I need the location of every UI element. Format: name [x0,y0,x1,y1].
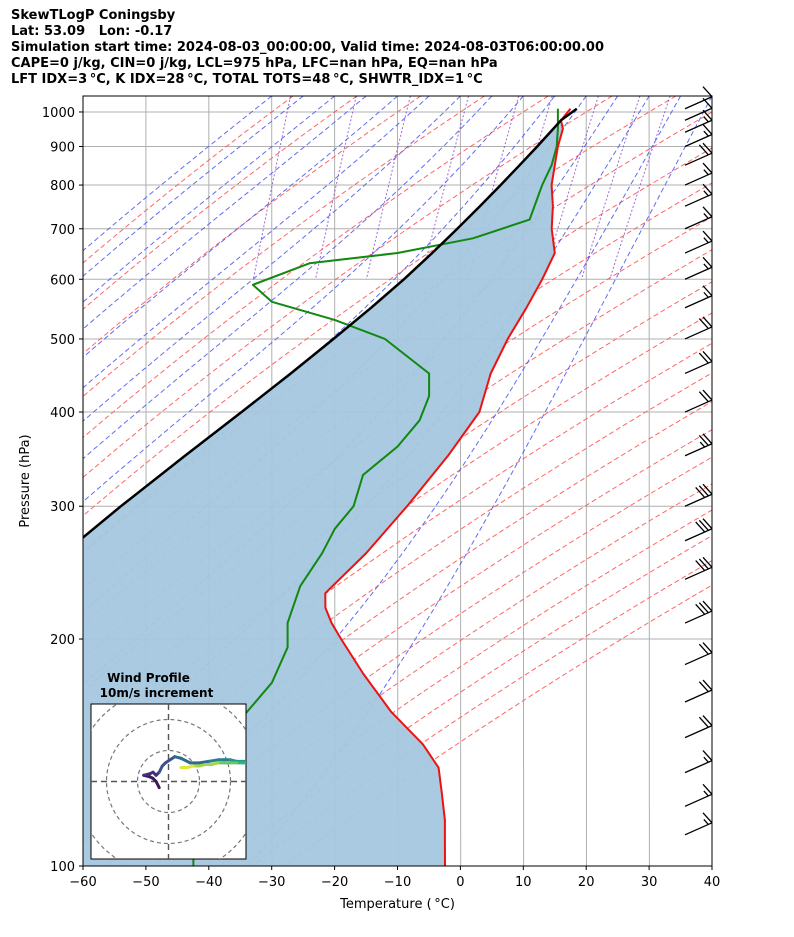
y-tick-label: 100 [50,860,75,875]
y-tick-label: 500 [50,333,75,348]
y-tick-label: 600 [50,273,75,288]
y-tick-label: 300 [50,500,75,515]
mixing-ratio-line [581,96,641,280]
cin-cape-shading [83,120,563,866]
y-axis-label: Pressure (hPa) [18,434,33,527]
y-tick-label: 800 [50,179,75,194]
y-tick-label: 200 [50,633,75,648]
moist-adiabat [83,96,493,460]
x-tick-label: −50 [132,875,159,890]
mixing-ratio-line [467,96,520,280]
x-tick-label: −60 [69,875,96,890]
mixing-ratio-line [542,96,599,280]
wind-barb [684,142,713,166]
wind-barb [684,715,713,739]
index-line: LFT IDX=3 °C, K IDX=28 °C, TOTAL TOTS=48… [11,72,483,87]
wind-barb [684,600,713,624]
x-tick-label: 40 [704,875,721,890]
dry-adiabat [83,96,358,310]
x-tick-label: 30 [641,875,658,890]
wind-barb [684,750,713,774]
dry-adiabat [83,342,712,786]
wind-barb [684,285,713,309]
hodograph-segment [179,756,192,765]
mixing-ratio-line [315,96,357,280]
wind-barb [684,518,713,542]
moist-adiabat [83,96,367,330]
hodograph-segment [207,758,220,763]
x-tick-label: −20 [321,875,348,890]
y-tick-label: 700 [50,223,75,238]
wind-barb [684,109,713,133]
wind-barb [684,556,713,580]
wind-barb [684,316,713,340]
mixing-ratio-line [252,96,292,280]
wind-barb [684,783,713,807]
x-tick-label: −10 [384,875,411,890]
hodograph-ring [136,749,201,814]
wind-barb [684,124,713,148]
cape-line: CAPE=0 j/kg, CIN=0 j/kg, LCL=975 hPa, LF… [11,56,498,71]
hodograph-subtitle: 10m/s increment [100,686,214,700]
parcel-line [83,107,578,540]
plot-area [83,96,712,866]
dry-adiabat [83,96,485,398]
run-times: Simulation start time: 2024-08-03_00:00:… [11,40,604,55]
wind-barb [684,483,713,507]
chart-title: SkewTLogP Coningsby [11,8,176,23]
wind-barb [684,433,713,457]
x-tick-label: 0 [456,875,464,890]
x-tick-label: −30 [258,875,285,890]
x-tick-label: 10 [515,875,532,890]
dry-adiabat [120,456,712,866]
wind-barb [684,642,713,666]
dry-adiabat [83,96,613,478]
moist-adiabat [105,96,681,866]
wind-barb [684,162,713,186]
dewpoint-line [182,108,559,866]
mixing-ratio-line [499,96,553,280]
moist-adiabat [83,96,430,389]
moist-adiabat [83,96,461,422]
dry-adiabat [83,96,677,517]
wind-barb [684,97,713,121]
temperature-line [324,108,572,866]
hodograph-segment [198,759,211,765]
moist-adiabat [83,96,556,553]
hodograph-title: Wind Profile [107,671,190,685]
y-tick-label: 900 [50,140,75,155]
wind-barb [684,389,713,413]
wind-barb [684,183,713,207]
moist-adiabat [83,96,398,358]
x-tick-label: 20 [578,875,595,890]
dry-adiabat [88,429,712,866]
moist-adiabat [247,96,712,866]
mixing-ratio-line [420,96,469,280]
wind-barb [684,230,713,254]
station-coords: Lat: 53.09 Lon: -0.17 [11,24,173,39]
wind-barb [684,206,713,230]
dry-adiabat [83,96,294,264]
dry-adiabat [83,96,421,355]
mixing-ratio-line [609,96,671,280]
wind-barb [684,812,713,836]
wind-barb [684,256,713,280]
dry-adiabat [186,509,712,866]
hodograph-ring [105,718,232,845]
mixing-ratio-line [365,96,411,280]
dry-adiabat [83,372,712,815]
hodograph-segment [163,755,177,765]
x-tick-label: −40 [195,875,222,890]
wind-barb [684,679,713,703]
dry-adiabat [218,535,712,866]
wind-barb [684,86,713,110]
x-axis-label: Temperature ( °C) [339,897,455,912]
wind-barb [684,351,713,375]
y-tick-label: 1000 [42,106,75,121]
y-tick-label: 400 [50,406,75,421]
